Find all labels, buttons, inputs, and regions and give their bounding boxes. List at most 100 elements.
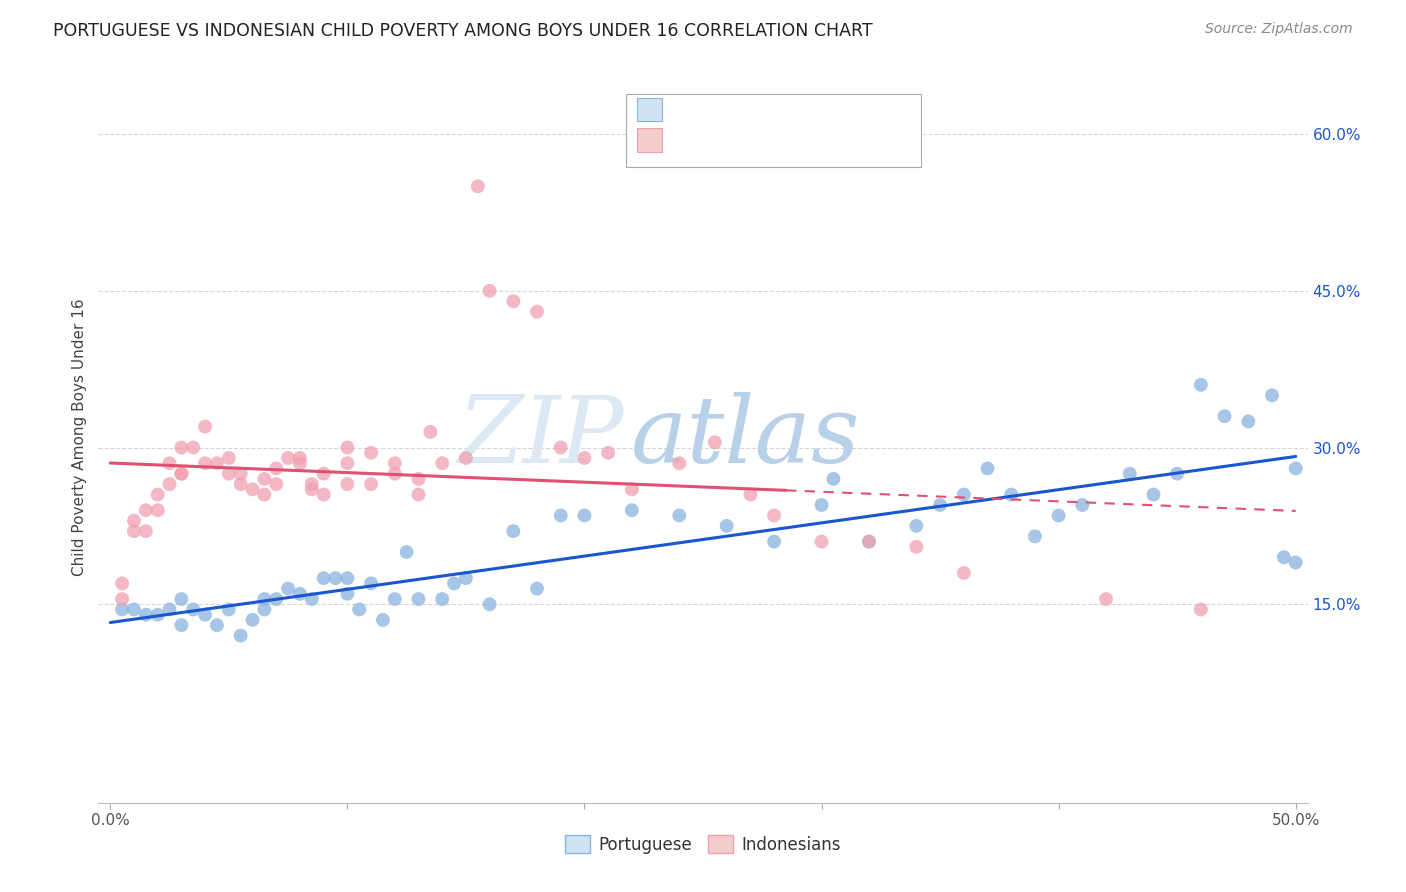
Point: [371, 613, 394, 627]
Point: [264, 477, 287, 491]
Point: [146, 607, 169, 622]
Point: [288, 456, 311, 470]
Text: 0.342: 0.342: [710, 101, 769, 119]
Point: [574, 508, 596, 523]
Point: [325, 571, 347, 585]
Point: [1189, 602, 1212, 616]
Point: [229, 467, 252, 481]
Point: [443, 576, 465, 591]
Point: [905, 519, 928, 533]
Point: [122, 524, 145, 538]
Point: [432, 592, 454, 607]
Point: [620, 503, 643, 517]
Point: [384, 467, 406, 481]
Point: [264, 592, 287, 607]
Point: [146, 503, 169, 517]
Point: [467, 179, 489, 194]
Text: 63: 63: [852, 131, 875, 149]
Point: [277, 450, 299, 465]
Point: [242, 613, 264, 627]
Point: [526, 582, 548, 596]
Point: [976, 461, 998, 475]
Text: atlas: atlas: [630, 392, 860, 482]
Point: [122, 514, 145, 528]
Point: [301, 592, 323, 607]
Point: [952, 566, 974, 580]
Point: [478, 597, 501, 611]
Point: [550, 508, 572, 523]
Point: [205, 618, 228, 632]
Legend: Portuguese, Indonesians: Portuguese, Indonesians: [558, 829, 848, 860]
Point: [1047, 508, 1070, 523]
Point: [905, 540, 928, 554]
Point: [146, 487, 169, 501]
Point: [277, 582, 299, 596]
Point: [111, 592, 134, 607]
Point: [1189, 377, 1212, 392]
Point: [122, 602, 145, 616]
Point: [668, 508, 690, 523]
Point: [336, 587, 359, 601]
Point: [598, 446, 620, 460]
Point: [135, 607, 157, 622]
Point: [1237, 414, 1260, 428]
Point: [384, 456, 406, 470]
Point: [384, 592, 406, 607]
Point: [288, 450, 311, 465]
Point: [929, 498, 952, 512]
Point: [360, 477, 382, 491]
Point: [823, 472, 845, 486]
Point: [810, 498, 832, 512]
Point: [159, 477, 181, 491]
Point: [763, 508, 786, 523]
Point: [253, 487, 276, 501]
Point: [242, 483, 264, 497]
Point: [858, 534, 880, 549]
Point: [288, 587, 311, 601]
Point: [1024, 529, 1046, 543]
Point: [253, 592, 276, 607]
Point: [1071, 498, 1094, 512]
Point: [336, 477, 359, 491]
Point: [1261, 388, 1284, 402]
Point: [194, 419, 217, 434]
Point: [1000, 487, 1022, 501]
Point: [550, 441, 572, 455]
Point: [763, 534, 786, 549]
Point: [360, 576, 382, 591]
Point: [502, 524, 524, 538]
Point: [229, 477, 252, 491]
Point: [170, 467, 193, 481]
Point: [336, 571, 359, 585]
Point: [159, 602, 181, 616]
Point: [111, 602, 134, 616]
Text: 62: 62: [852, 101, 875, 119]
Point: [301, 483, 323, 497]
Point: [478, 284, 501, 298]
Point: [170, 467, 193, 481]
Point: [336, 456, 359, 470]
Text: PORTUGUESE VS INDONESIAN CHILD POVERTY AMONG BOYS UNDER 16 CORRELATION CHART: PORTUGUESE VS INDONESIAN CHILD POVERTY A…: [53, 22, 873, 40]
Point: [419, 425, 441, 439]
Point: [135, 503, 157, 517]
Point: [574, 450, 596, 465]
Point: [703, 435, 725, 450]
Point: [432, 456, 454, 470]
Point: [181, 441, 204, 455]
Text: ZIP: ZIP: [458, 392, 624, 482]
Point: [218, 450, 240, 465]
Point: [170, 441, 193, 455]
Point: [301, 477, 323, 491]
Point: [312, 487, 335, 501]
Point: [454, 571, 477, 585]
Text: N =: N =: [803, 131, 851, 149]
Point: [620, 483, 643, 497]
Text: R =: R =: [672, 101, 709, 119]
Point: [135, 524, 157, 538]
Point: [218, 467, 240, 481]
Point: [1166, 467, 1188, 481]
Point: [1285, 556, 1308, 570]
Point: [952, 487, 974, 501]
Point: [360, 446, 382, 460]
Point: [194, 607, 217, 622]
